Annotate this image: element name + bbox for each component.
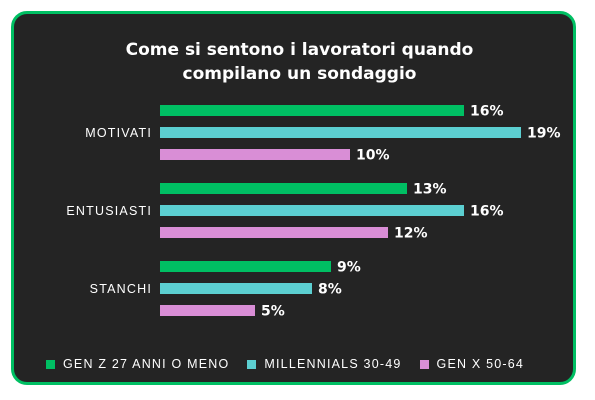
bar-motivati-gen-z	[160, 105, 464, 116]
chart-title-line-1: Come si sentono i lavoratori quando	[125, 40, 474, 60]
value-label-motivati-gen-z: 16%	[470, 104, 504, 120]
value-label-motivati-millennials: 19%	[527, 126, 561, 142]
legend-label-millennials: MILLENNIALS 30-49	[264, 357, 402, 371]
value-label-stanchi-gen-x: 5%	[261, 304, 285, 320]
value-label-motivati-gen-x: 10%	[356, 148, 390, 164]
category-label-motivati: MOTIVATI	[85, 126, 152, 140]
chart-title-line-2: compilano un sondaggio	[182, 64, 417, 84]
legend-label-gen-x: GEN X 50-64	[436, 357, 525, 371]
bar-entusiasti-millennials	[160, 205, 464, 216]
bar-entusiasti-gen-z	[160, 183, 407, 194]
legend-swatch-gen-x	[419, 359, 429, 369]
bar-entusiasti-gen-x	[160, 227, 388, 238]
bar-motivati-gen-x	[160, 149, 350, 160]
value-label-entusiasti-gen-x: 12%	[394, 226, 428, 242]
legend-swatch-gen-z	[46, 359, 55, 369]
bar-stanchi-gen-z	[160, 261, 331, 272]
legend-swatch-millennials	[247, 359, 257, 369]
category-label-entusiasti: ENTUSIASTI	[66, 204, 152, 218]
bar-stanchi-millennials	[160, 283, 312, 294]
legend-item-gen-z: GEN Z 27 ANNI O MENO	[46, 357, 229, 371]
value-label-stanchi-gen-z: 9%	[337, 260, 361, 276]
chart-card: Come si sentono i lavoratori quando comp…	[11, 11, 576, 385]
legend-item-gen-x: GEN X 50-64	[419, 357, 525, 371]
bar-chart: MOTIVATI 16% 19% 10% ENTUSIASTI 13% 16% 12% STAN…	[66, 104, 561, 320]
category-label-stanchi: STANCHI	[90, 282, 152, 296]
value-label-entusiasti-gen-z: 13%	[413, 182, 447, 198]
bar-stanchi-gen-x	[160, 305, 255, 316]
legend-label-gen-z: GEN Z 27 ANNI O MENO	[63, 357, 230, 371]
value-label-stanchi-millennials: 8%	[318, 282, 342, 298]
value-label-entusiasti-millennials: 16%	[470, 204, 504, 220]
chart-title: Come si sentono i lavoratori quando comp…	[14, 38, 585, 86]
legend-item-millennials: MILLENNIALS 30-49	[247, 357, 401, 371]
bar-motivati-millennials	[160, 127, 521, 138]
legend: GEN Z 27 ANNI O MENO MILLENNIALS 30-49 G…	[46, 357, 542, 371]
